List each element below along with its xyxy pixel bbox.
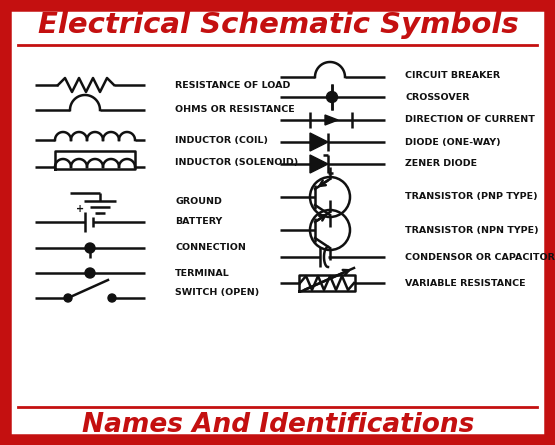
Text: TRANSISTOR (NPN TYPE): TRANSISTOR (NPN TYPE)	[405, 226, 538, 235]
Polygon shape	[325, 115, 338, 125]
Text: -: -	[95, 209, 100, 219]
Text: Names And Identifications: Names And Identifications	[82, 412, 474, 438]
Polygon shape	[310, 155, 328, 173]
Text: INDUCTOR (COIL): INDUCTOR (COIL)	[175, 135, 268, 145]
Circle shape	[108, 294, 116, 302]
Text: OHMS OR RESISTANCE: OHMS OR RESISTANCE	[175, 105, 295, 114]
Text: +: +	[76, 204, 84, 214]
Text: VARIABLE RESISTANCE: VARIABLE RESISTANCE	[405, 279, 526, 287]
Text: CIRCUIT BREAKER: CIRCUIT BREAKER	[405, 70, 500, 80]
Text: TRANSISTOR (PNP TYPE): TRANSISTOR (PNP TYPE)	[405, 193, 538, 202]
Polygon shape	[310, 133, 328, 151]
Text: BATTERY: BATTERY	[175, 218, 222, 227]
Text: RESISTANCE OF LOAD: RESISTANCE OF LOAD	[175, 81, 290, 89]
Circle shape	[64, 294, 72, 302]
Text: ZENER DIODE: ZENER DIODE	[405, 159, 477, 169]
Circle shape	[326, 92, 337, 102]
Text: CROSSOVER: CROSSOVER	[405, 93, 470, 101]
Text: DIRECTION OF CURRENT: DIRECTION OF CURRENT	[405, 116, 535, 125]
Text: INDUCTOR (SOLENOID): INDUCTOR (SOLENOID)	[175, 158, 298, 166]
Circle shape	[85, 243, 95, 253]
Circle shape	[85, 268, 95, 278]
Text: TERMINAL: TERMINAL	[175, 268, 230, 278]
Text: GROUND: GROUND	[175, 197, 222, 206]
Text: DIODE (ONE-WAY): DIODE (ONE-WAY)	[405, 138, 501, 146]
Text: SWITCH (OPEN): SWITCH (OPEN)	[175, 288, 259, 298]
Text: Electrical Schematic Symbols: Electrical Schematic Symbols	[38, 11, 518, 39]
Text: CONNECTION: CONNECTION	[175, 243, 246, 252]
Text: CONDENSOR OR CAPACITOR: CONDENSOR OR CAPACITOR	[405, 252, 555, 262]
